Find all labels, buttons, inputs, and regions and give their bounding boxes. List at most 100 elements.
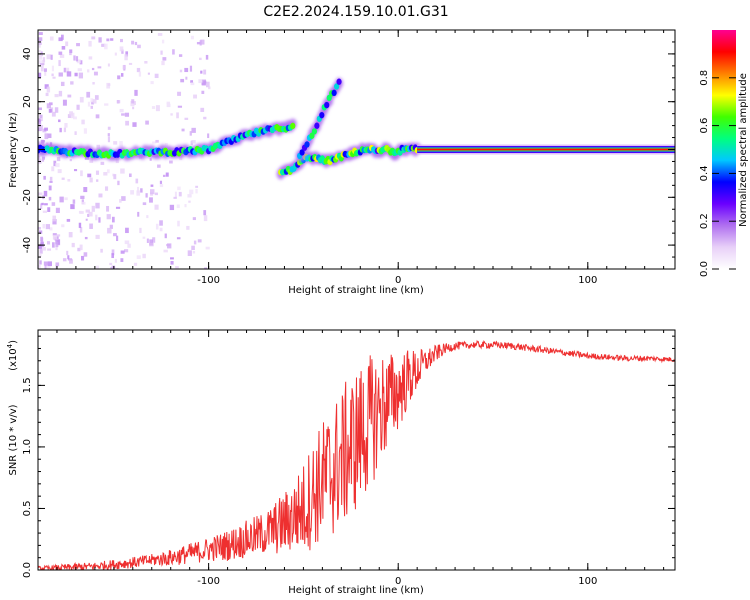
noise-speck — [172, 49, 175, 55]
noise-speck — [107, 227, 112, 234]
spectrogram-ytick-label: -40 — [22, 237, 33, 253]
noise-speck — [162, 57, 167, 61]
noise-speck — [47, 207, 51, 212]
noise-speck — [116, 100, 121, 104]
colorbar-label: Normalized spectral amplitude — [738, 73, 749, 227]
noise-speck — [45, 224, 51, 230]
noise-speck — [119, 108, 124, 113]
noise-speck — [86, 91, 91, 98]
spectrogram-ytick-label: 0 — [22, 146, 33, 152]
noise-speck — [98, 217, 101, 223]
noise-speck — [160, 50, 163, 55]
noise-speck — [184, 117, 189, 120]
noise-speck — [119, 199, 122, 203]
noise-speck — [147, 72, 150, 75]
noise-speck — [101, 43, 106, 47]
noise-speck — [65, 41, 69, 47]
noise-speck — [124, 240, 130, 245]
noise-speck — [195, 185, 199, 188]
noise-speck — [184, 67, 189, 73]
noise-speck — [58, 60, 61, 67]
noise-speck — [76, 104, 80, 110]
noise-speck — [47, 261, 52, 267]
noise-speck — [44, 133, 49, 140]
noise-speck — [155, 223, 159, 230]
noise-speck — [200, 70, 203, 74]
noise-speck — [122, 65, 126, 70]
spectral-point — [326, 94, 332, 102]
noise-speck — [63, 127, 67, 133]
noise-speck — [149, 197, 153, 203]
noise-speck — [201, 82, 206, 86]
noise-speck — [204, 267, 208, 269]
snr-ylabel: SNR (10 * v/v) — [8, 404, 19, 475]
noise-speck — [38, 264, 41, 269]
noise-speck — [73, 116, 77, 120]
noise-speck — [77, 247, 81, 252]
spectrogram-ytick-label: -20 — [22, 189, 33, 205]
noise-speck — [177, 220, 180, 227]
noise-speck — [56, 157, 61, 162]
noise-speck — [93, 71, 98, 76]
noise-speck — [152, 237, 156, 243]
noise-speck — [95, 114, 100, 119]
noise-speck — [48, 108, 52, 113]
noise-speck — [176, 112, 179, 119]
noise-speck — [79, 60, 83, 65]
noise-speck — [132, 122, 137, 127]
noise-speck — [69, 49, 73, 54]
noise-speck — [203, 69, 207, 75]
noise-speck — [145, 193, 148, 198]
snr-scale-label: (x104) — [6, 340, 19, 371]
steady-line — [417, 144, 675, 155]
noise-speck — [207, 133, 210, 139]
noise-speck — [155, 139, 159, 143]
noise-speck — [69, 159, 72, 162]
noise-speck — [179, 69, 183, 73]
noise-speck — [169, 204, 175, 211]
noise-speck — [137, 186, 140, 193]
noise-speck — [106, 169, 110, 174]
noise-speck — [49, 227, 53, 231]
noise-speck — [189, 65, 193, 72]
noise-speck — [159, 180, 163, 184]
noise-speck — [136, 255, 141, 259]
noise-speck — [74, 131, 77, 135]
noise-speck — [134, 89, 138, 96]
noise-speck — [91, 205, 95, 212]
noise-speck — [48, 196, 52, 201]
noise-speck — [88, 56, 93, 60]
spectrogram-image — [38, 32, 675, 269]
spectrogram-xtick-label: -100 — [197, 275, 220, 286]
noise-speck — [49, 36, 54, 41]
noise-speck — [73, 169, 78, 172]
noise-speck — [150, 189, 155, 195]
noise-speck — [184, 204, 187, 208]
secondary-trace — [276, 142, 422, 180]
noise-speck — [129, 173, 132, 178]
noise-speck — [154, 73, 159, 79]
noise-speck — [95, 214, 98, 221]
noise-speck — [133, 101, 136, 105]
noise-speck — [190, 80, 194, 83]
snr-ytick-label: 1.0 — [22, 439, 33, 455]
noise-speck — [96, 179, 99, 182]
steady-line-core — [417, 148, 675, 151]
noise-speck — [52, 233, 57, 236]
noise-speck — [106, 205, 110, 212]
noise-speck — [63, 67, 66, 73]
snr-xlabel: Height of straight line (km) — [288, 585, 424, 596]
noise-speck — [95, 170, 100, 175]
noise-speck — [111, 253, 115, 259]
noise-speck — [178, 191, 182, 197]
noise-speck — [170, 257, 174, 260]
noise-speck — [124, 249, 129, 253]
noise-speck — [38, 192, 43, 196]
noise-speck — [38, 60, 42, 64]
spectral-point — [336, 78, 342, 85]
noise-speck — [111, 249, 115, 256]
figure-title: C2E2.2024.159.10.01.G31 — [263, 4, 448, 20]
noise-speck — [200, 107, 205, 112]
noise-speck — [107, 136, 111, 143]
